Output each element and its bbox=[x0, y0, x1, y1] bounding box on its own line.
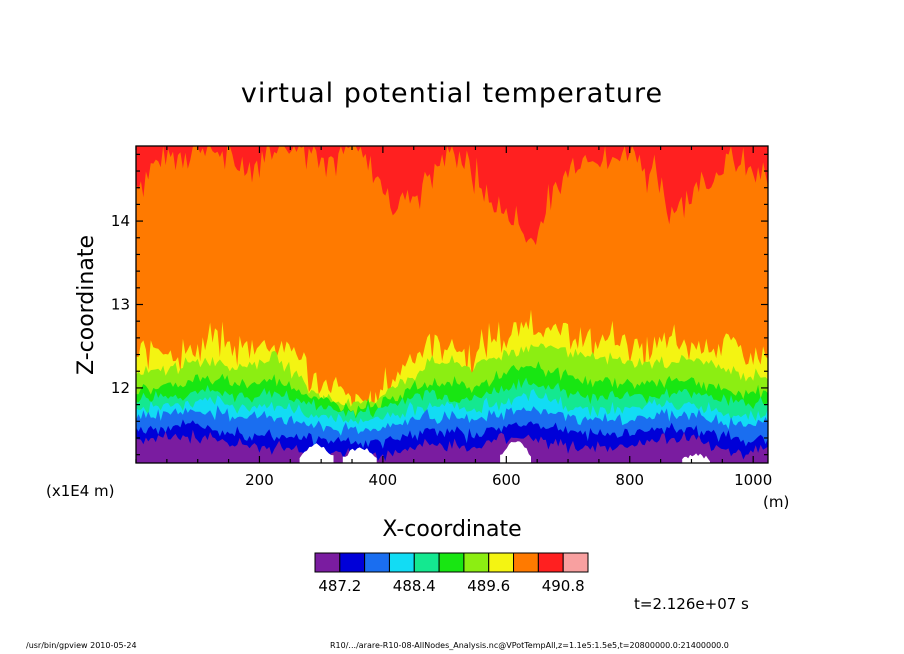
footer-right: R10/.../arare-R10-08-AllNodes_Analysis.n… bbox=[330, 641, 729, 650]
footer-left: /usr/bin/gpview 2010-05-24 bbox=[26, 641, 137, 650]
colorbar-swatch bbox=[537, 552, 564, 573]
time-label: t=2.126e+07 s bbox=[634, 595, 749, 613]
colorbar-swatch bbox=[388, 552, 415, 573]
y-scale-note: (x1E4 m) bbox=[46, 482, 115, 500]
x-tick-label: 1000 bbox=[734, 471, 772, 489]
colorbar-swatch bbox=[364, 552, 390, 573]
colorbar-label: 489.6 bbox=[467, 577, 510, 595]
x-unit: (m) bbox=[763, 493, 789, 511]
colorbar: 487.2 488.4 489.6 490.8 bbox=[314, 552, 589, 595]
white-patch-2 bbox=[500, 441, 531, 463]
plot-area bbox=[135, 145, 769, 464]
colorbar-label: 487.2 bbox=[318, 577, 361, 595]
y-tick-label: 13 bbox=[111, 296, 130, 314]
x-axis: 200 400 600 800 1000 bbox=[135, 146, 772, 489]
colorbar-swatch bbox=[413, 552, 440, 573]
colorbar-label: 488.4 bbox=[393, 577, 436, 595]
colorbar-swatch bbox=[562, 552, 589, 573]
x-tick-label: 800 bbox=[615, 471, 644, 489]
colorbar-label: 490.8 bbox=[542, 577, 585, 595]
chart-title: virtual potential temperature bbox=[241, 78, 663, 109]
white-patches bbox=[299, 441, 710, 463]
white-patch-0 bbox=[299, 443, 334, 463]
band-487.2-487.6 bbox=[136, 429, 768, 463]
white-patch-1 bbox=[342, 447, 377, 463]
y-tick-label: 14 bbox=[111, 212, 130, 230]
colorbar-swatch bbox=[488, 552, 515, 573]
x-tick-label: 600 bbox=[492, 471, 521, 489]
white-patch-3 bbox=[682, 453, 710, 463]
y-axis: 12 13 14 bbox=[111, 153, 768, 456]
y-tick-label: 12 bbox=[111, 379, 130, 397]
y-axis-label: Z-coordinate bbox=[74, 235, 99, 375]
x-axis-label: X-coordinate bbox=[382, 517, 521, 542]
colorbar-swatch bbox=[513, 552, 539, 573]
colorbar-swatch bbox=[463, 552, 490, 573]
colorbar-swatch bbox=[438, 552, 465, 573]
x-tick-label: 400 bbox=[369, 471, 398, 489]
colorbar-swatch bbox=[314, 552, 341, 573]
x-tick-label: 200 bbox=[245, 471, 274, 489]
contour-bands bbox=[136, 146, 768, 463]
colorbar-swatch bbox=[339, 552, 366, 573]
